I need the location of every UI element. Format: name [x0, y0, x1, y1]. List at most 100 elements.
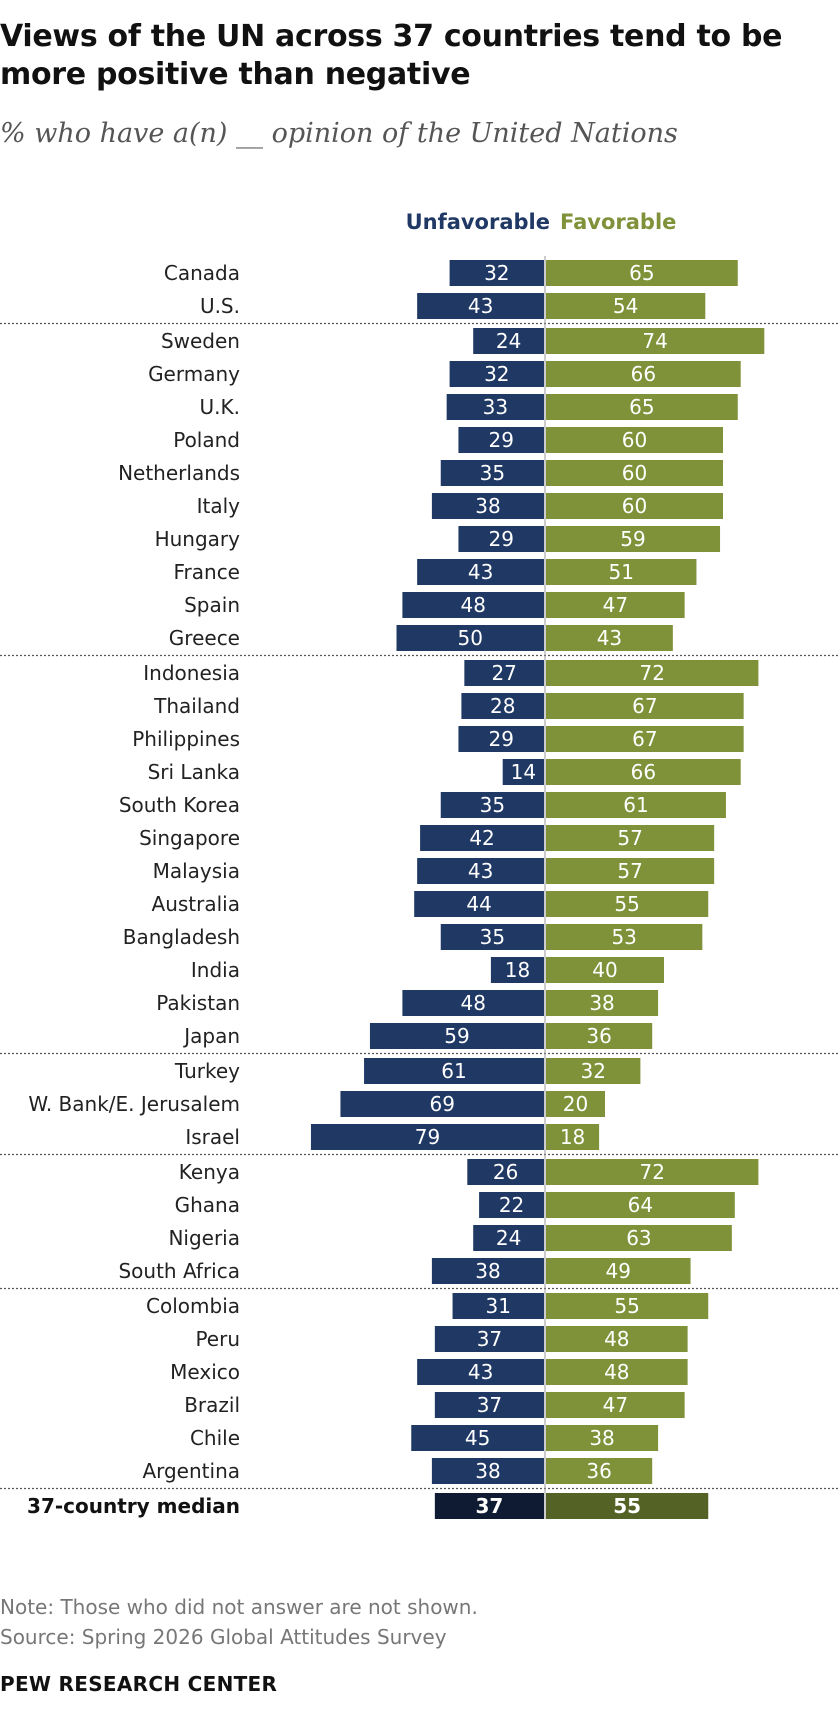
unfavorable-bar: [396, 625, 544, 651]
favorable-value-label: 60: [622, 461, 647, 485]
favorable-value-label: 66: [631, 362, 656, 386]
favorable-bar: [546, 1392, 685, 1418]
favorable-bar: [546, 625, 673, 651]
unfavorable-bar: [440, 792, 544, 818]
unfavorable-value-label: 35: [480, 925, 505, 949]
unfavorable-bar: [458, 526, 544, 552]
favorable-value-label: 72: [639, 1160, 664, 1184]
favorable-bar: [546, 1359, 688, 1385]
unfavorable-value-label: 38: [475, 494, 500, 518]
country-label: Turkey: [174, 1059, 240, 1083]
unfavorable-value-label: 24: [496, 329, 521, 353]
unfavorable-bar: [502, 759, 544, 785]
favorable-value-label: 36: [586, 1459, 611, 1483]
favorable-bar: [546, 361, 741, 387]
favorable-value-label: 72: [639, 661, 664, 685]
favorable-bar: [546, 1192, 735, 1218]
unfavorable-bar: [414, 891, 544, 917]
country-label: India: [191, 958, 240, 982]
favorable-bar: [546, 891, 709, 917]
favorable-bar: [546, 726, 744, 752]
unfavorable-bar: [417, 1359, 544, 1385]
unfavorable-bar: [402, 592, 544, 618]
country-label: Hungary: [155, 527, 241, 551]
unfavorable-value-label: 69: [429, 1092, 454, 1116]
country-label: W. Bank/E. Jerusalem: [28, 1092, 240, 1116]
country-label: Kenya: [179, 1160, 240, 1184]
favorable-bar: [546, 759, 741, 785]
country-label: Philippines: [132, 727, 240, 751]
country-label: Bangladesh: [123, 925, 240, 949]
unfavorable-value-label: 61: [441, 1059, 466, 1083]
country-label: South Africa: [118, 1259, 240, 1283]
favorable-bar: [546, 1124, 600, 1150]
favorable-value-label: 49: [606, 1259, 631, 1283]
country-label: Nigeria: [168, 1226, 240, 1250]
unfavorable-value-label: 43: [468, 560, 493, 584]
favorable-value-label: 54: [613, 294, 638, 318]
unfavorable-value-label: 32: [484, 362, 509, 386]
unfavorable-value-label: 32: [484, 261, 509, 285]
favorable-bar: [546, 1326, 688, 1352]
country-label: Japan: [182, 1024, 240, 1048]
country-label: Canada: [164, 261, 240, 285]
unfavorable-bar: [340, 1091, 544, 1117]
country-label: Sri Lanka: [148, 760, 240, 784]
favorable-value-label: 64: [628, 1193, 653, 1217]
country-label: Poland: [173, 428, 240, 452]
unfavorable-bar: [402, 990, 544, 1016]
unfavorable-bar: [440, 924, 544, 950]
favorable-value-label: 53: [611, 925, 636, 949]
unfavorable-bar: [449, 361, 544, 387]
unfavorable-bar: [364, 1058, 544, 1084]
unfavorable-value-label: 35: [480, 793, 505, 817]
favorable-bar: [546, 792, 726, 818]
country-label: Pakistan: [156, 991, 240, 1015]
unfavorable-bar: [473, 1225, 544, 1251]
unfavorable-value-label: 14: [511, 760, 536, 784]
favorable-value-label: 57: [617, 826, 642, 850]
country-label: Malaysia: [153, 859, 240, 883]
favorable-value-label: 67: [632, 727, 657, 751]
favorable-value-label: 59: [620, 527, 645, 551]
country-label: Colombia: [146, 1294, 240, 1318]
favorable-value-label: 40: [592, 958, 617, 982]
favorable-bar: [546, 526, 721, 552]
country-label: Greece: [169, 626, 240, 650]
median-favorable-value: 55: [613, 1494, 641, 1518]
unfavorable-value-label: 50: [458, 626, 483, 650]
unfavorable-bar: [464, 660, 544, 686]
unfavorable-bar: [446, 394, 544, 420]
favorable-value-label: 51: [608, 560, 633, 584]
country-label: Germany: [148, 362, 240, 386]
favorable-value-label: 63: [626, 1226, 651, 1250]
unfavorable-bar: [411, 1425, 544, 1451]
favorable-bar: [546, 328, 765, 354]
favorable-bar: [546, 460, 723, 486]
favorable-value-label: 43: [597, 626, 622, 650]
favorable-bar: [546, 394, 738, 420]
country-label: France: [173, 560, 240, 584]
unfavorable-bar: [473, 328, 544, 354]
legend-unfavorable: Unfavorable: [405, 210, 550, 234]
favorable-value-label: 20: [563, 1092, 588, 1116]
country-label: Brazil: [184, 1393, 240, 1417]
country-label: U.K.: [200, 395, 240, 419]
favorable-bar: [546, 1293, 709, 1319]
chart-note: Note: Those who did not answer are not s…: [0, 1595, 478, 1619]
unfavorable-bar: [458, 726, 544, 752]
legend-favorable: Favorable: [560, 210, 677, 234]
median-label: 37-country median: [27, 1494, 240, 1518]
country-label: Netherlands: [118, 461, 240, 485]
unfavorable-value-label: 18: [505, 958, 530, 982]
unfavorable-bar: [310, 1124, 544, 1150]
country-label: Australia: [152, 892, 240, 916]
country-label: Thailand: [153, 694, 240, 718]
unfavorable-value-label: 24: [496, 1226, 521, 1250]
chart-subtitle: % who have a(n) __ opinion of the United…: [0, 118, 678, 149]
unfavorable-value-label: 29: [488, 527, 513, 551]
country-label: South Korea: [119, 793, 240, 817]
unfavorable-value-label: 26: [493, 1160, 518, 1184]
unfavorable-value-label: 42: [469, 826, 494, 850]
unfavorable-bar: [417, 559, 544, 585]
